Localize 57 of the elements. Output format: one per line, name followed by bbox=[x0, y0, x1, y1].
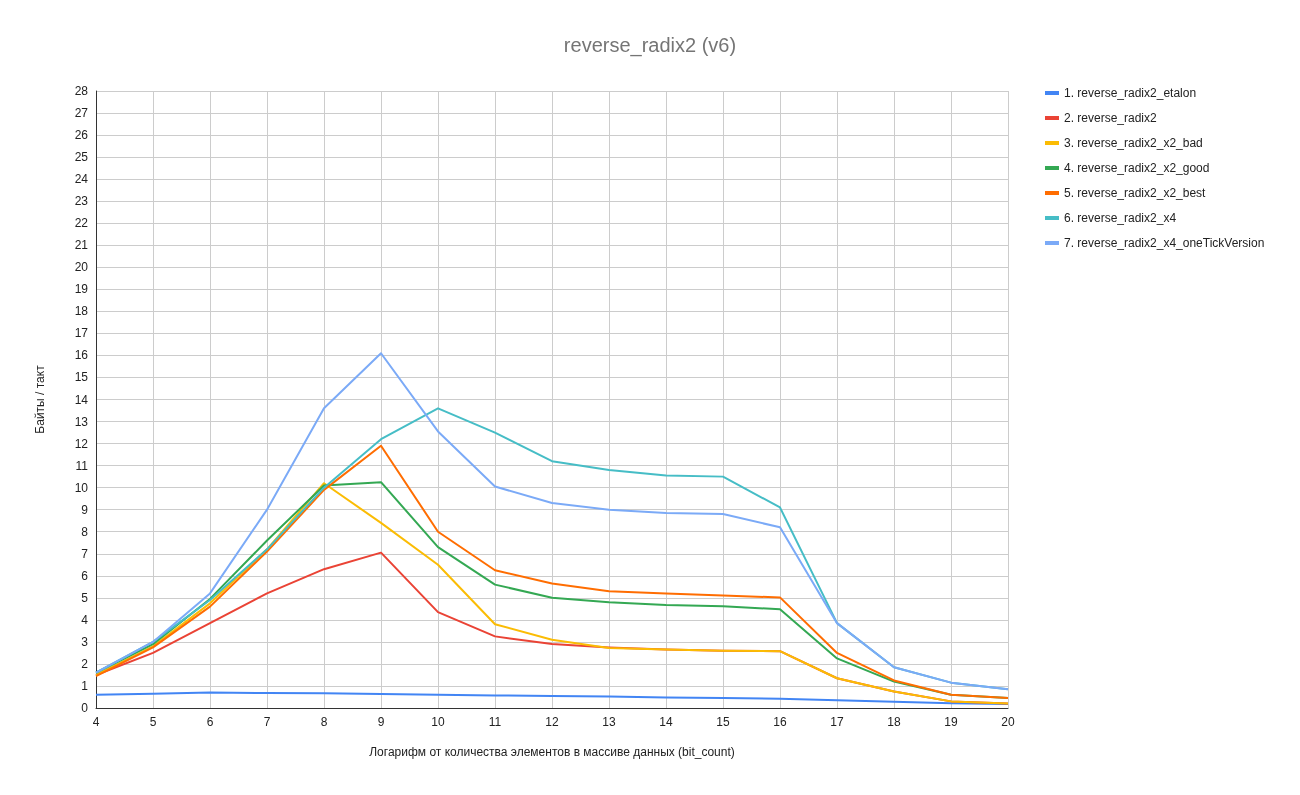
x-tick-label: 5 bbox=[149, 715, 157, 729]
legend-label: 7. reverse_radix2_x4_oneTickVersion bbox=[1064, 236, 1265, 250]
y-tick-label: 2 bbox=[81, 656, 89, 671]
y-tick-label: 18 bbox=[74, 304, 89, 319]
legend-label: 6. reverse_radix2_x4 bbox=[1064, 211, 1177, 225]
y-tick-label: 21 bbox=[74, 238, 89, 253]
x-tick-label: 6 bbox=[206, 715, 214, 729]
line-series bbox=[95, 352, 1009, 691]
y-tick-label: 20 bbox=[74, 260, 89, 275]
x-tick-label: 8 bbox=[320, 715, 328, 729]
y-tick-label: 7 bbox=[81, 546, 89, 561]
y-tick-label: 6 bbox=[81, 568, 89, 583]
y-tick-label: 13 bbox=[74, 414, 89, 429]
legend-label: 1. reverse_radix2_etalon bbox=[1064, 86, 1197, 100]
x-tick-label: 4 bbox=[92, 715, 100, 729]
x-tick-label: 13 bbox=[602, 715, 616, 729]
x-tick-label: 10 bbox=[431, 715, 445, 729]
x-axis-title: Логарифм от количества элементов в массиве данных (bit_count) bbox=[369, 745, 735, 759]
y-tick-label: 22 bbox=[74, 216, 89, 231]
y-tick-label: 26 bbox=[74, 128, 89, 143]
y-tick-label: 27 bbox=[74, 106, 89, 121]
y-tick-label: 17 bbox=[74, 326, 89, 341]
x-tick-label: 12 bbox=[545, 715, 559, 729]
y-tick-label: 5 bbox=[81, 590, 89, 605]
y-tick-label: 11 bbox=[75, 458, 89, 473]
y-tick-label: 28 bbox=[74, 84, 89, 98]
y-tick-label: 25 bbox=[74, 150, 89, 165]
legend-label: 5. reverse_radix2_x2_best bbox=[1064, 186, 1207, 200]
y-tick-label: 3 bbox=[81, 634, 89, 649]
legend-label: 4. reverse_radix2_x2_good bbox=[1064, 161, 1210, 175]
y-axis-title: Байты / такт bbox=[33, 364, 47, 434]
y-tick-label: 9 bbox=[81, 502, 89, 517]
x-tick-label: 19 bbox=[944, 715, 958, 729]
y-tick-label: 14 bbox=[74, 392, 89, 407]
y-tick-label: 12 bbox=[74, 436, 89, 451]
x-tick-label: 17 bbox=[830, 715, 844, 729]
y-tick-label: 23 bbox=[74, 194, 89, 209]
x-tick-label: 20 bbox=[1001, 715, 1015, 729]
x-tick-label: 16 bbox=[773, 715, 787, 729]
y-tick-label: 1 bbox=[81, 678, 89, 693]
x-tick-label: 14 bbox=[659, 715, 673, 729]
y-tick-label: 10 bbox=[74, 480, 89, 495]
x-tick-label: 18 bbox=[887, 715, 901, 729]
x-tick-label: 15 bbox=[716, 715, 730, 729]
x-tick-label: 9 bbox=[377, 715, 385, 729]
legend-label: 3. reverse_radix2_x2_bad bbox=[1064, 136, 1203, 150]
y-tick-label: 19 bbox=[74, 282, 89, 297]
y-tick-label: 4 bbox=[81, 612, 89, 627]
x-tick-label: 7 bbox=[263, 715, 271, 729]
y-tick-label: 8 bbox=[81, 524, 89, 539]
x-tick-label: 11 bbox=[488, 715, 502, 729]
y-tick-label: 0 bbox=[81, 701, 89, 715]
y-tick-label: 16 bbox=[74, 348, 89, 363]
legend-label: 2. reverse_radix2 bbox=[1064, 111, 1158, 125]
y-tick-label: 15 bbox=[74, 370, 89, 385]
y-tick-label: 24 bbox=[74, 172, 89, 187]
chart-title: reverse_radix2 (v6) bbox=[563, 34, 737, 57]
